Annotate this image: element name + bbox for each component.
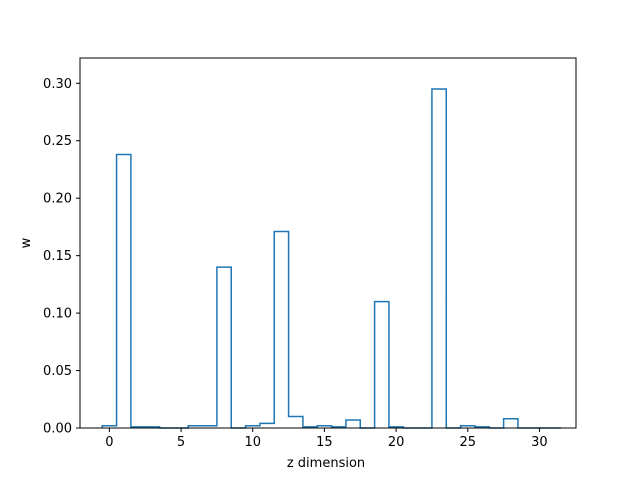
bar-23 — [432, 89, 446, 428]
x-axis-label: z dimension — [287, 456, 365, 471]
plot-frame — [79, 57, 577, 429]
x-tick-label-0: 0 — [105, 435, 113, 450]
x-tick-label-15: 15 — [316, 435, 333, 450]
bar-12 — [274, 232, 288, 428]
bar-28 — [504, 419, 518, 428]
y-tick-label-0.20: 0.20 — [43, 192, 72, 207]
bar-1 — [117, 155, 131, 428]
y-axis: 0.00 0.05 0.10 0.15 0.20 0.25 0.30 — [43, 77, 80, 437]
bar-8 — [217, 267, 231, 428]
bar-13 — [289, 417, 303, 428]
plot-area — [101, 88, 561, 429]
x-tick-label-5: 5 — [177, 435, 185, 450]
bar-19 — [375, 302, 389, 428]
x-tick-label-10: 10 — [244, 435, 261, 450]
x-axis: 0 5 10 15 20 25 30 — [105, 428, 548, 450]
y-tick-label-0.00: 0.00 — [43, 422, 72, 437]
y-tick-label-0.15: 0.15 — [43, 249, 72, 264]
histogram-outline — [101, 88, 561, 429]
y-tick-label-0.25: 0.25 — [43, 134, 72, 149]
x-tick-label-30: 30 — [531, 435, 548, 450]
x-tick-label-20: 20 — [388, 435, 405, 450]
y-tick-label-0.30: 0.30 — [43, 77, 72, 92]
y-axis-label: w — [19, 237, 34, 248]
bar-17 — [346, 420, 360, 428]
y-tick-label-0.05: 0.05 — [43, 364, 72, 379]
x-tick-label-25: 25 — [459, 435, 476, 450]
y-tick-label-0.10: 0.10 — [43, 307, 72, 322]
